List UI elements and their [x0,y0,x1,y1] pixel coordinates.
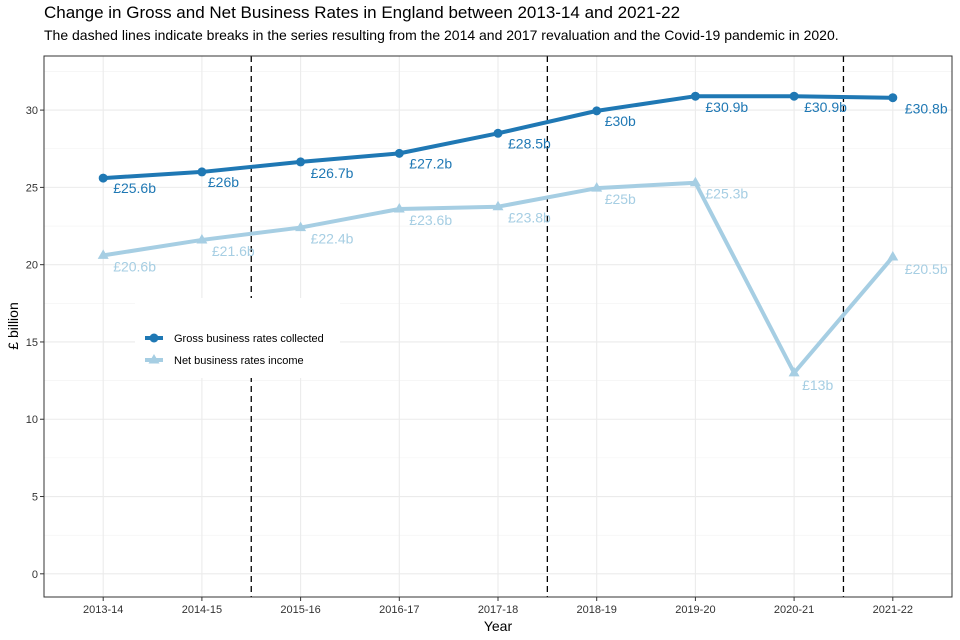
data-point-net [887,250,899,261]
data-point-gross [789,91,799,101]
data-point-gross [592,106,602,116]
data-point-gross [394,148,404,158]
x-tick-label: 2014-15 [182,604,222,616]
data-label-net: £13b [802,377,833,393]
y-tick-label: 10 [26,414,38,426]
data-label-gross: £28.5b [508,135,551,151]
data-label-net: £21.6b [212,243,255,259]
x-tick-label: 2019-20 [675,604,715,616]
data-point-gross [197,167,207,177]
data-point-gross [98,173,108,183]
data-label-net: £25.3b [705,186,748,202]
data-point-net [492,200,504,211]
legend: Gross business rates collected Net busin… [135,298,340,378]
data-label-gross: £30b [605,113,636,129]
data-label-gross: £30.9b [804,99,847,115]
legend-background [135,298,340,378]
x-tick-label: 2017-18 [478,604,518,616]
y-tick-label: 15 [26,337,38,349]
data-label-net: £23.8b [508,210,551,226]
data-label-net: £23.6b [409,212,452,228]
legend-label-gross: Gross business rates collected [174,333,324,345]
x-tick-label: 2013-14 [83,604,123,616]
data-label-net: £20.6b [113,258,156,274]
legend-key-net-marker [148,354,160,364]
data-label-net: £20.5b [905,261,948,277]
data-label-gross: £30.9b [705,99,748,115]
x-tick-label: 2016-17 [379,604,419,616]
y-axis: 0 5 10 15 20 25 30 [26,105,44,581]
data-label-net: £25b [605,191,636,207]
data-point-gross [296,157,306,167]
data-point-net [295,221,307,232]
data-label-gross: £26b [208,174,239,190]
x-axis-label: Year [484,618,513,634]
legend-key-gross-marker [149,333,159,343]
legend-label-net: Net business rates income [174,355,304,367]
data-point-net [393,203,405,213]
chart-title: Change in Gross and Net Business Rates i… [44,3,681,22]
y-tick-label: 20 [26,260,38,272]
x-tick-label: 2021-22 [873,604,913,616]
data-label-gross: £26.7b [311,165,354,181]
data-point-gross [690,91,700,101]
x-tick-label: 2015-16 [280,604,320,616]
data-point-net [97,249,109,259]
y-tick-label: 5 [32,492,38,504]
data-label-net: £22.4b [311,231,354,247]
y-axis-label: £ billion [5,302,21,349]
y-tick-label: 25 [26,182,38,194]
data-label-gross: £25.6b [113,180,156,196]
data-label-gross: £30.8b [905,101,948,117]
data-point-net [591,182,603,192]
series-layer [97,91,899,377]
chart-subtitle: The dashed lines indicate breaks in the … [44,27,839,43]
data-point-gross [888,93,898,103]
y-tick-label: 0 [32,569,38,581]
data-point-net [689,176,701,187]
data-point-net [196,233,208,244]
data-point-gross [493,128,503,138]
data-label-gross: £27.2b [409,155,452,171]
data-labels: £25.6b £26b £26.7b £27.2b £28.5b £30b £30.9b £3… [113,99,948,393]
x-axis: 2013-14 2014-15 2015-16 2016-17 2017-18 2018-… [83,597,913,616]
y-tick-label: 30 [26,105,38,117]
x-tick-label: 2018-19 [577,604,617,616]
x-tick-label: 2020-21 [774,604,814,616]
data-point-net [788,366,800,377]
